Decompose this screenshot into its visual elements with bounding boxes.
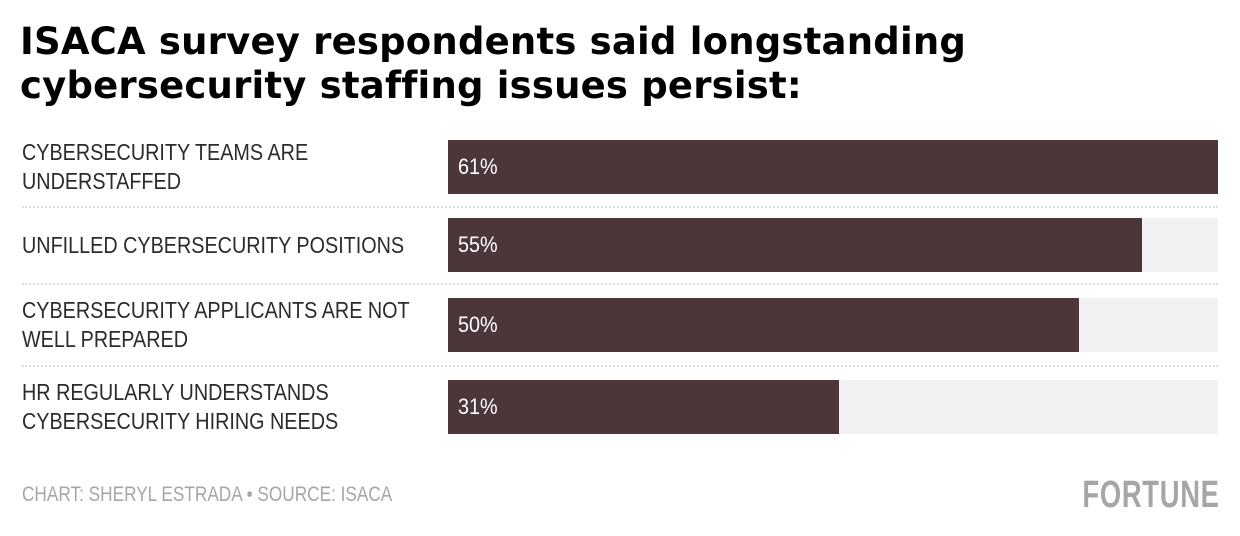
category-label-line: HR REGULARLY UNDERSTANDS	[22, 379, 329, 405]
category-label-line: WELL PREPARED	[22, 326, 188, 352]
bar-track: 61%	[448, 140, 1218, 194]
category-label-line: UNFILLED CYBERSECURITY POSITIONS	[22, 231, 405, 258]
fortune-logo: FORTUNE	[1082, 474, 1220, 516]
category-label: HR REGULARLY UNDERSTANDS CYBERSECURITY HI…	[22, 378, 383, 436]
bar: 55%	[448, 218, 1142, 272]
value-label: 55%	[458, 232, 498, 257]
bar: 61%	[448, 140, 1218, 194]
category-label: CYBERSECURITY APPLICANTS ARE NOT WELL PRE…	[22, 296, 410, 354]
source-credit: CHART: SHERYL ESTRADA • SOURCE: ISACA	[22, 483, 393, 506]
category-label-line: UNDERSTAFFED	[22, 168, 181, 194]
category-label-line: CYBERSECURITY APPLICANTS ARE NOT	[22, 297, 410, 323]
value-label: 50%	[458, 312, 498, 337]
row-divider	[22, 206, 1218, 208]
bar-track: 31%	[448, 380, 1218, 434]
value-label: 61%	[458, 154, 498, 179]
bar: 50%	[448, 298, 1079, 352]
bar-track: 55%	[448, 218, 1218, 272]
category-label: UNFILLED CYBERSECURITY POSITIONS	[22, 231, 405, 260]
value-label: 31%	[458, 394, 498, 419]
category-label-line: CYBERSECURITY TEAMS ARE	[22, 139, 309, 165]
row-divider	[22, 365, 1218, 367]
category-label-line: CYBERSECURITY HIRING NEEDS	[22, 408, 339, 434]
chart-title: ISACA survey respondents said longstandi…	[20, 20, 967, 107]
bar: 31%	[448, 380, 839, 434]
bar-track: 50%	[448, 298, 1218, 352]
category-label: CYBERSECURITY TEAMS ARE UNDERSTAFFED	[22, 138, 383, 196]
row-divider	[22, 283, 1218, 285]
